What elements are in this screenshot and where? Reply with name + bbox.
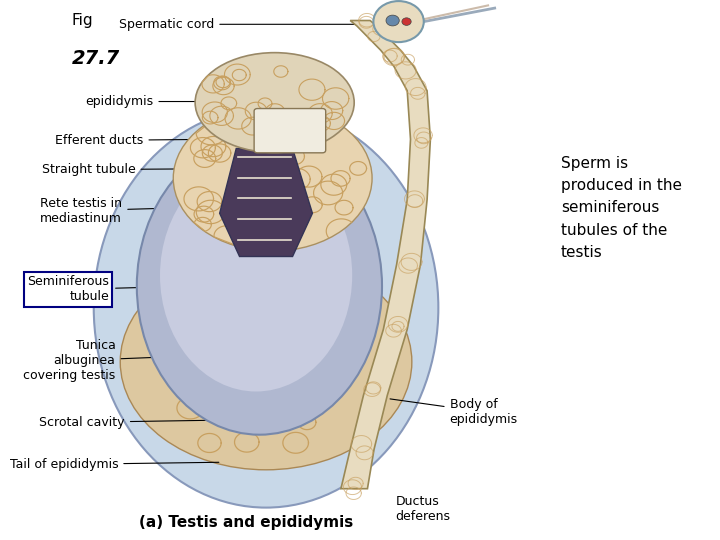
FancyBboxPatch shape (254, 109, 325, 153)
Text: Scrotal cavity: Scrotal cavity (40, 416, 219, 429)
Ellipse shape (137, 138, 382, 435)
Text: Efferent ducts: Efferent ducts (55, 134, 266, 147)
Text: Spermatic cord: Spermatic cord (119, 18, 386, 31)
Text: (a) Testis and epididymis: (a) Testis and epididymis (139, 515, 354, 530)
Ellipse shape (94, 108, 438, 508)
Text: Tail of epididymis: Tail of epididymis (9, 458, 219, 471)
Text: Seminiferous
tubule: Seminiferous tubule (27, 275, 189, 303)
Circle shape (374, 1, 424, 42)
Text: epididymis: epididymis (85, 95, 250, 108)
Circle shape (386, 15, 400, 26)
Circle shape (402, 18, 411, 25)
Text: Body of
epididymis: Body of epididymis (390, 398, 518, 426)
Text: Tunica
albuginea
covering testis: Tunica albuginea covering testis (23, 339, 206, 382)
Text: 27.7: 27.7 (72, 49, 120, 68)
Text: Fig: Fig (72, 14, 94, 29)
Text: Sperm is
produced in the
seminiferous
tubules of the
testis: Sperm is produced in the seminiferous tu… (561, 156, 682, 260)
Polygon shape (220, 148, 312, 256)
Ellipse shape (160, 159, 352, 392)
Ellipse shape (195, 52, 354, 152)
Polygon shape (341, 21, 431, 489)
Ellipse shape (120, 254, 412, 470)
Text: Rete testis in
mediastinum: Rete testis in mediastinum (40, 197, 235, 225)
Text: Straight tubule: Straight tubule (42, 163, 252, 176)
Text: Ductus
deferens: Ductus deferens (395, 495, 450, 523)
Ellipse shape (174, 105, 372, 251)
